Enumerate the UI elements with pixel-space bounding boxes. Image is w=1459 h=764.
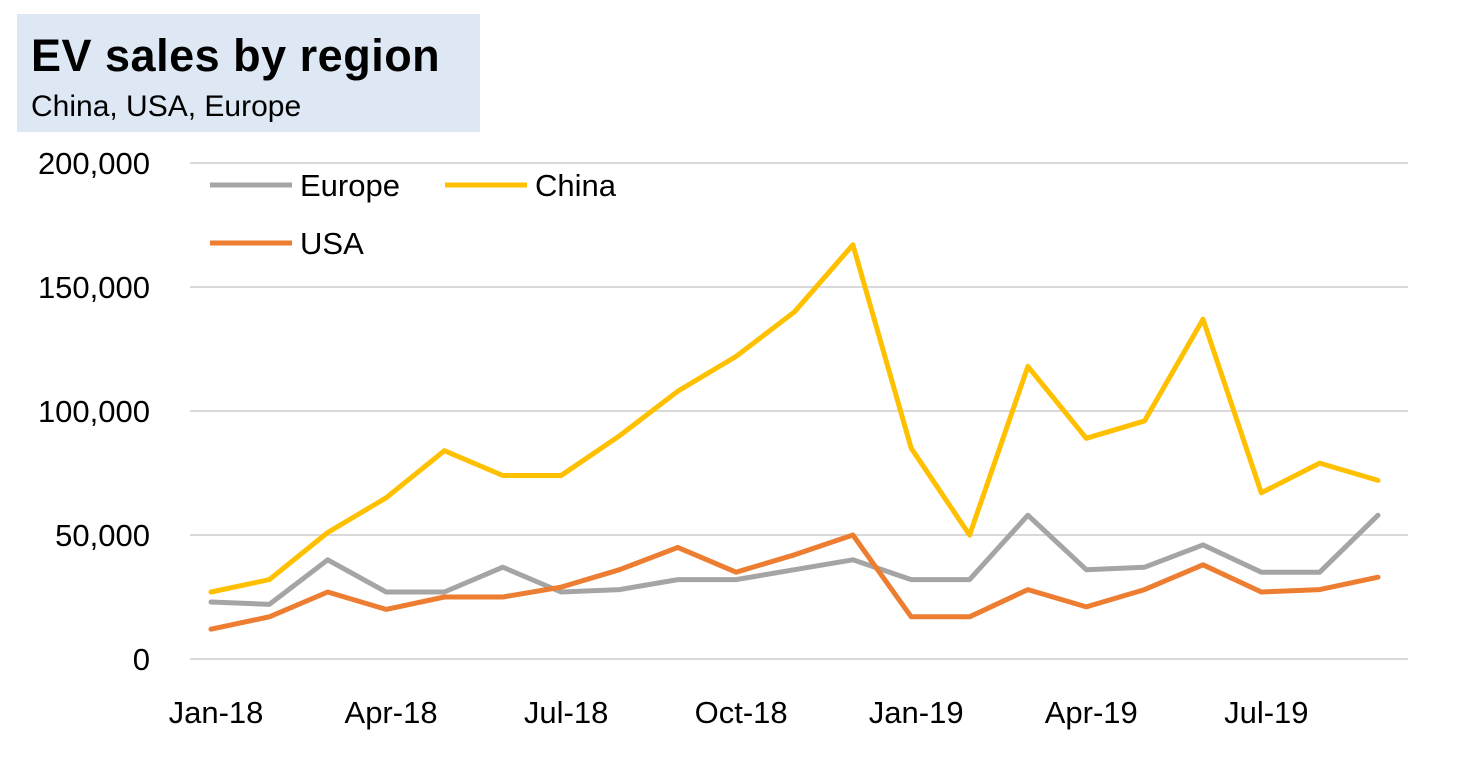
x-tick-label: Jan-19 xyxy=(869,695,964,730)
y-tick-label: 50,000 xyxy=(55,518,150,553)
x-tick-label: Apr-18 xyxy=(345,695,438,730)
legend-label-usa: USA xyxy=(300,226,364,261)
x-tick-label: Apr-19 xyxy=(1045,695,1138,730)
y-tick-label: 100,000 xyxy=(38,394,150,429)
x-tick-label: Jul-19 xyxy=(1224,695,1308,730)
chart-subtitle: China, USA, Europe xyxy=(31,90,302,123)
legend-label-europe: Europe xyxy=(300,168,400,203)
x-tick-label: Jul-18 xyxy=(524,695,608,730)
series-line-europe xyxy=(208,512,1381,607)
y-tick-label: 150,000 xyxy=(38,270,150,305)
gridlines xyxy=(190,162,1408,660)
x-tick-label: Jan-18 xyxy=(169,695,264,730)
chart-title: EV sales by region xyxy=(31,30,441,81)
series-lines xyxy=(208,242,1381,632)
legend: Europe China USA xyxy=(210,168,617,261)
legend-label-china: China xyxy=(535,168,617,203)
x-tick-label: Oct-18 xyxy=(695,695,788,730)
y-tick-label: 0 xyxy=(133,642,150,677)
x-axis-ticks: Jan-18 Apr-18 Jul-18 Oct-18 Jan-19 Apr-19 Jul-… xyxy=(169,695,1309,730)
y-tick-label: 200,000 xyxy=(38,146,150,181)
title-box: EV sales by region China, USA, Europe xyxy=(17,14,480,132)
y-axis-ticks: 0 50,000 100,000 150,000 200,000 xyxy=(38,146,150,677)
series-line-usa xyxy=(208,532,1381,632)
series-line-china xyxy=(208,242,1381,595)
